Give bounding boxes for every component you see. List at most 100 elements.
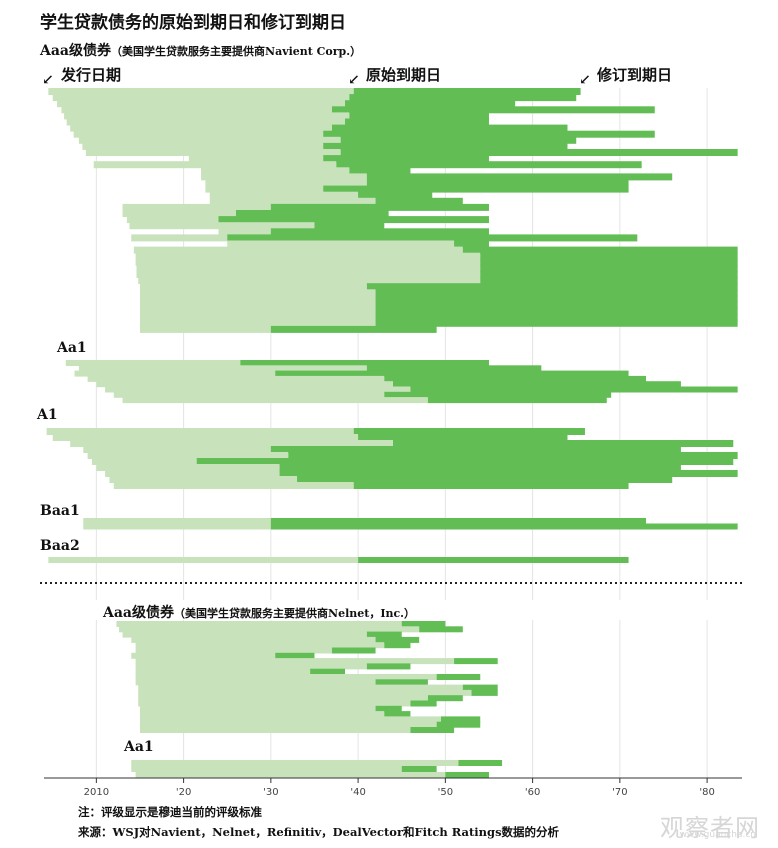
bar-revised-extension (375, 319, 738, 327)
bar-original-span (135, 658, 455, 665)
bar-original-span (139, 705, 376, 712)
bar-revised-extension (462, 684, 498, 691)
bar-original-span (139, 283, 367, 291)
bars (46, 88, 738, 778)
bar-original-span (70, 440, 394, 447)
bar-original-span (136, 271, 481, 278)
bar-revised-extension (336, 161, 642, 169)
bar-revised-extension (270, 228, 489, 236)
bar-original-span (136, 264, 481, 272)
x-tick-label: '70 (612, 787, 627, 798)
bar-original-span (188, 155, 324, 163)
bar-revised-extension (366, 173, 673, 181)
bar-original-span (52, 434, 359, 441)
bar-revised-extension (323, 142, 568, 150)
bar-revised-extension (288, 452, 738, 459)
bar-original-span (133, 246, 463, 254)
bar-revised-extension (227, 234, 638, 242)
bar-revised-extension (345, 100, 516, 108)
bar-revised-extension (393, 381, 681, 388)
bar-revised-extension (345, 118, 489, 126)
bar-revised-extension (358, 434, 568, 441)
bar-original-span (122, 397, 428, 404)
bar-original-span (83, 518, 271, 524)
bar-original-span (227, 240, 455, 248)
bar-revised-extension (349, 94, 577, 102)
bar-revised-extension (384, 711, 411, 718)
bar-original-span (205, 179, 367, 187)
bar-original-span (135, 663, 367, 670)
group-label-aa1: Aa1 (57, 340, 87, 356)
bar-revised-extension (393, 440, 734, 447)
bar-revised-extension (440, 716, 481, 723)
bar-revised-extension (375, 197, 463, 205)
x-tick-label: '60 (525, 787, 540, 798)
bar-original-span (205, 185, 324, 193)
bar-revised-extension (454, 658, 498, 665)
bar-revised-extension (240, 360, 489, 366)
bar-original-span (74, 370, 276, 377)
bar-revised-extension (480, 258, 738, 266)
bar-original-span (201, 173, 367, 181)
bar-revised-extension (270, 518, 647, 524)
bar-original-span (131, 766, 402, 772)
bar-original-span (105, 386, 411, 393)
bar-revised-extension (349, 112, 489, 120)
bar-original-span (73, 130, 324, 138)
x-tick-label: '30 (263, 787, 278, 798)
bar-revised-extension (375, 289, 738, 297)
bar-original-span (78, 365, 367, 372)
x-tick-label: '80 (699, 787, 714, 798)
bar-original-span (135, 772, 446, 778)
bar-original-span (46, 428, 354, 435)
bar-revised-extension (410, 727, 455, 733)
bar-original-span (61, 106, 332, 114)
bar-original-span (78, 136, 341, 144)
bar-revised-extension (445, 772, 489, 778)
bar-revised-extension (196, 458, 734, 465)
bar-revised-extension (353, 482, 629, 489)
bar-original-span (135, 252, 481, 260)
x-tick-label: '50 (438, 787, 453, 798)
bar-revised-extension (323, 130, 655, 138)
bar-revised-extension (297, 476, 673, 483)
bar-revised-extension (401, 621, 446, 627)
bar-revised-extension (458, 760, 503, 766)
legend-issue-date: 发行日期 (61, 66, 122, 84)
bar-revised-extension (366, 365, 542, 372)
bar-original-span (139, 295, 376, 303)
bar-original-span (135, 679, 376, 686)
bar-revised-extension (375, 679, 428, 686)
bar-original-span (116, 621, 402, 627)
bar-revised-extension (331, 647, 376, 654)
bar-revised-extension (366, 283, 738, 291)
bar-original-span (96, 381, 393, 388)
bar-revised-extension (270, 523, 738, 530)
navient-heading: Aaa级债券（美国学生贷款服务主要提供商Navient Corp.） (40, 40, 361, 60)
bar-original-span (131, 636, 376, 643)
revised-arrow-icon: ↙ (579, 72, 591, 88)
group-label-baa2: Baa2 (40, 538, 80, 554)
bar-original-span (135, 258, 481, 266)
bar-revised-extension (454, 240, 489, 248)
bar-revised-extension (366, 179, 629, 187)
bar-original-span (131, 760, 459, 766)
navient-heading-label: Aaa级债券 (40, 43, 112, 59)
bar-revised-extension (314, 222, 385, 230)
bar-original-span (138, 689, 472, 696)
bar-revised-extension (366, 663, 411, 670)
bar-original-span (138, 695, 428, 702)
x-tick-label: '20 (176, 787, 191, 798)
bar-original-span (70, 124, 332, 132)
bar-revised-extension (331, 124, 568, 132)
chart-source: 来源：WSJ对Navient，Nelnet，Refinitiv，DealVect… (78, 825, 560, 839)
bar-original-span (129, 222, 315, 230)
bar-revised-extension (375, 307, 738, 315)
bar-revised-extension (401, 766, 437, 772)
chart-title: 学生贷款债务的原始到期日和修订到期日 (40, 13, 346, 33)
x-axis-ticks: 2010 '20 '30 '40 '50 '60 '70 '80 (84, 778, 715, 798)
bar-revised-extension (270, 325, 437, 333)
nelnet-heading: Aaa级债券（美国学生贷款服务主要提供商Nelnet，Inc.） (103, 602, 415, 622)
bar-revised-extension (279, 470, 738, 477)
bar-original-span (122, 210, 236, 217)
